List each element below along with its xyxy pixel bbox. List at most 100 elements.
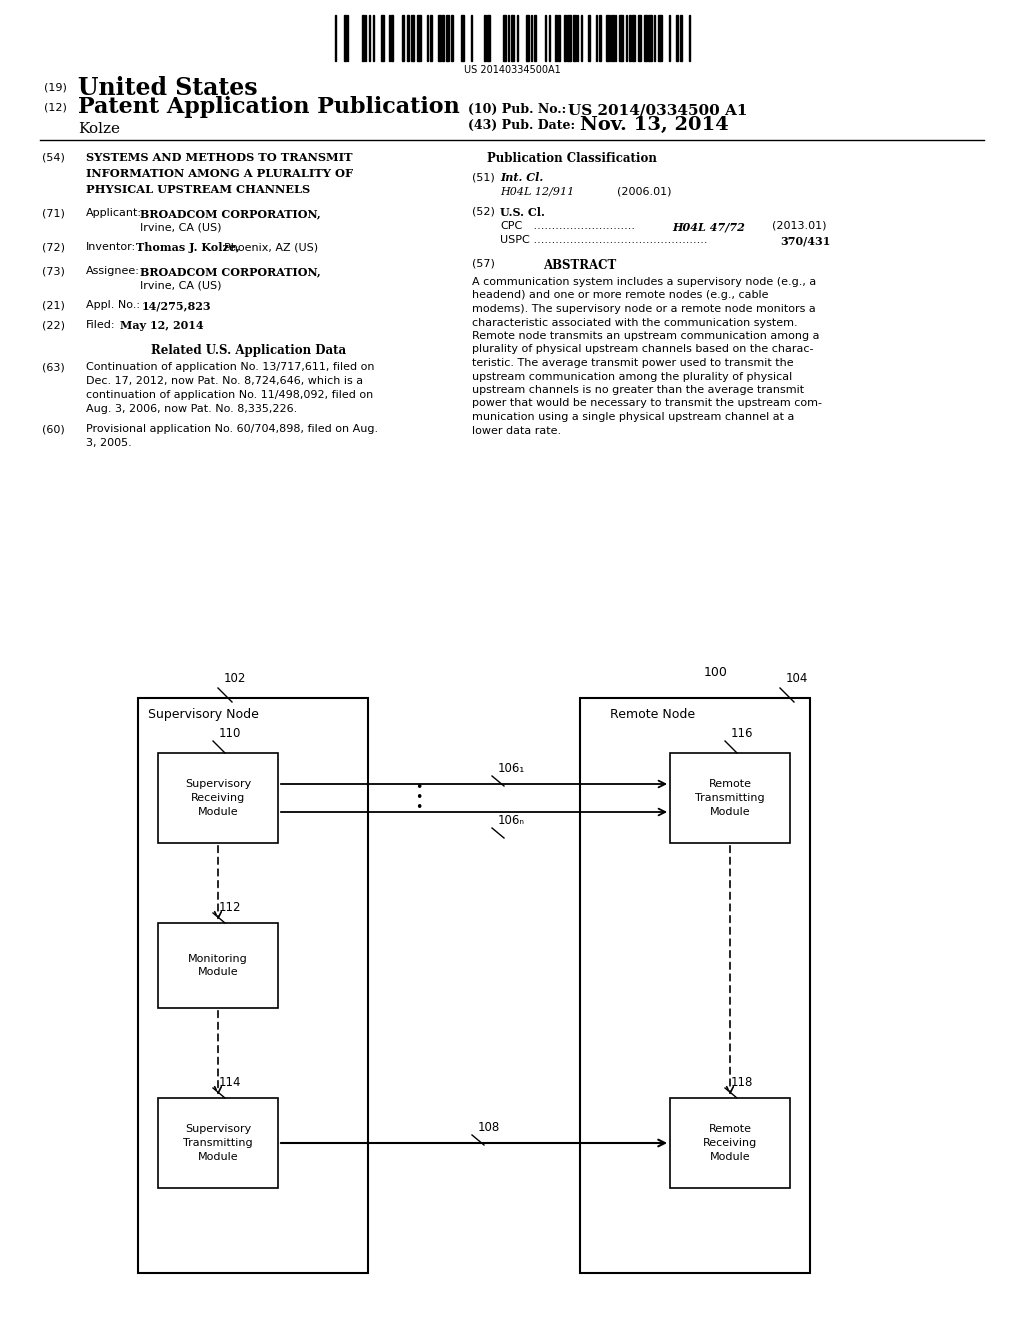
Bar: [158, 923, 278, 1008]
Text: US 20140334500A1: US 20140334500A1: [464, 65, 560, 75]
Text: Patent Application Publication: Patent Application Publication: [78, 96, 460, 117]
Text: munication using a single physical upstream channel at a: munication using a single physical upstr…: [472, 412, 795, 422]
Bar: [487, 15, 490, 61]
Text: (60): (60): [42, 424, 65, 434]
Text: 102: 102: [224, 672, 247, 685]
Text: A communication system includes a supervisory node (e.g., a: A communication system includes a superv…: [472, 277, 816, 286]
Text: lower data rate.: lower data rate.: [472, 425, 561, 436]
Bar: [534, 15, 536, 61]
Bar: [511, 15, 514, 61]
Text: Int. Cl.: Int. Cl.: [500, 172, 544, 183]
Text: Provisional application No. 60/704,898, filed on Aug.
3, 2005.: Provisional application No. 60/704,898, …: [86, 424, 378, 447]
Bar: [676, 15, 678, 61]
Bar: [158, 1098, 278, 1188]
Text: Irvine, CA (US): Irvine, CA (US): [140, 222, 221, 232]
Text: (72): (72): [42, 242, 65, 252]
Text: •: •: [416, 801, 423, 814]
Text: Continuation of application No. 13/717,611, filed on
Dec. 17, 2012, now Pat. No.: Continuation of application No. 13/717,6…: [86, 362, 375, 414]
Text: ................................................: ........................................…: [530, 235, 708, 246]
Bar: [484, 15, 486, 61]
Text: BROADCOM CORPORATION,: BROADCOM CORPORATION,: [140, 209, 321, 219]
Bar: [658, 15, 662, 61]
Text: (12): (12): [44, 102, 67, 112]
Bar: [644, 15, 647, 61]
Text: (51): (51): [472, 172, 495, 182]
Text: (2006.01): (2006.01): [617, 187, 672, 197]
Bar: [564, 15, 566, 61]
Bar: [580, 698, 810, 1272]
Bar: [446, 15, 449, 61]
Text: 100: 100: [705, 667, 728, 678]
Text: USPC: USPC: [500, 235, 529, 246]
Text: Applicant:: Applicant:: [86, 209, 142, 218]
Text: 110: 110: [219, 727, 242, 741]
Bar: [461, 15, 464, 61]
Text: Supervisory Node: Supervisory Node: [148, 708, 259, 721]
Bar: [606, 15, 609, 61]
Text: teristic. The average transmit power used to transmit the: teristic. The average transmit power use…: [472, 358, 794, 368]
Bar: [612, 15, 614, 61]
Bar: [138, 698, 368, 1272]
Text: headend) and one or more remote nodes (e.g., cable: headend) and one or more remote nodes (e…: [472, 290, 768, 301]
Text: Irvine, CA (US): Irvine, CA (US): [140, 280, 221, 290]
Bar: [558, 15, 560, 61]
Text: CPC: CPC: [500, 220, 522, 231]
Text: Remote
Transmitting
Module: Remote Transmitting Module: [695, 779, 765, 817]
Text: (43) Pub. Date:: (43) Pub. Date:: [468, 119, 575, 132]
Text: •: •: [416, 781, 423, 795]
Bar: [670, 1098, 790, 1188]
Text: (71): (71): [42, 209, 65, 218]
Text: United States: United States: [78, 77, 258, 100]
Bar: [402, 15, 404, 61]
Text: U.S. Cl.: U.S. Cl.: [500, 207, 545, 218]
Text: Monitoring
Module: Monitoring Module: [188, 953, 248, 977]
Text: BROADCOM CORPORATION,: BROADCOM CORPORATION,: [140, 267, 321, 277]
Text: 108: 108: [478, 1121, 501, 1134]
Text: Remote Node: Remote Node: [610, 708, 695, 721]
Text: SYSTEMS AND METHODS TO TRANSMIT
INFORMATION AMONG A PLURALITY OF
PHYSICAL UPSTRE: SYSTEMS AND METHODS TO TRANSMIT INFORMAT…: [86, 152, 353, 195]
Text: (10) Pub. No.:: (10) Pub. No.:: [468, 103, 575, 116]
Bar: [618, 15, 623, 61]
Text: Related U.S. Application Data: Related U.S. Application Data: [151, 345, 346, 356]
Bar: [599, 15, 601, 61]
Bar: [451, 15, 453, 61]
Bar: [526, 15, 529, 61]
Text: Kolze: Kolze: [78, 121, 120, 136]
Bar: [158, 752, 278, 843]
Text: 118: 118: [731, 1076, 754, 1089]
Text: characteristic associated with the communication system.: characteristic associated with the commu…: [472, 318, 798, 327]
Bar: [680, 15, 682, 61]
Text: 106ₙ: 106ₙ: [498, 814, 525, 828]
Text: 104: 104: [786, 672, 808, 685]
Text: modems). The supervisory node or a remote node monitors a: modems). The supervisory node or a remot…: [472, 304, 816, 314]
Text: (21): (21): [42, 300, 65, 310]
Bar: [629, 15, 631, 61]
Bar: [344, 15, 346, 61]
Text: 114: 114: [219, 1076, 242, 1089]
Text: (2013.01): (2013.01): [772, 220, 826, 231]
Text: May 12, 2014: May 12, 2014: [120, 319, 204, 331]
Text: 106₁: 106₁: [498, 762, 525, 775]
Text: Publication Classification: Publication Classification: [487, 152, 657, 165]
Bar: [407, 15, 409, 61]
Text: upstream communication among the plurality of physical: upstream communication among the plurali…: [472, 371, 793, 381]
Bar: [573, 15, 575, 61]
Bar: [411, 15, 414, 61]
Text: Inventor:: Inventor:: [86, 242, 136, 252]
Bar: [430, 15, 432, 61]
Text: Filed:: Filed:: [86, 319, 116, 330]
Bar: [503, 15, 506, 61]
Bar: [391, 15, 393, 61]
Bar: [648, 15, 652, 61]
Text: Nov. 13, 2014: Nov. 13, 2014: [580, 116, 729, 135]
Text: H04L 47/72: H04L 47/72: [672, 220, 744, 232]
Bar: [632, 15, 635, 61]
Text: 370/431: 370/431: [780, 235, 830, 246]
Text: power that would be necessary to transmit the upstream com-: power that would be necessary to transmi…: [472, 399, 822, 408]
Bar: [381, 15, 384, 61]
Text: H04L 12/911: H04L 12/911: [500, 187, 574, 197]
Text: 14/275,823: 14/275,823: [142, 300, 212, 312]
Text: 116: 116: [731, 727, 754, 741]
Bar: [638, 15, 641, 61]
Text: (22): (22): [42, 319, 65, 330]
